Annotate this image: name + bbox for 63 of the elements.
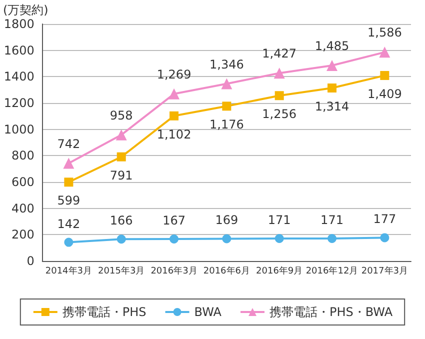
y-tick-label: 1200 bbox=[4, 96, 34, 110]
data-label: 1,269 bbox=[156, 67, 192, 82]
data-label: 171 bbox=[320, 212, 344, 227]
legend-label: 携帯電話・PHS・BWA bbox=[270, 305, 394, 319]
y-tick-label: 400 bbox=[11, 201, 34, 216]
point bbox=[274, 68, 285, 79]
data-label: 1,256 bbox=[262, 107, 297, 122]
data-label: 1,346 bbox=[210, 57, 244, 72]
point bbox=[222, 234, 232, 244]
data-label: 177 bbox=[373, 212, 396, 226]
point bbox=[274, 91, 284, 100]
point bbox=[64, 178, 74, 187]
point bbox=[116, 129, 127, 140]
point bbox=[170, 111, 179, 120]
data-label: 1,409 bbox=[367, 86, 402, 101]
point bbox=[379, 46, 390, 58]
x-tick-label: 2016年12月 bbox=[306, 266, 358, 276]
point bbox=[326, 60, 338, 71]
data-label: 166 bbox=[110, 214, 133, 228]
data-label: 167 bbox=[162, 214, 186, 228]
y-tick-label: 800 bbox=[11, 148, 34, 163]
point bbox=[170, 234, 179, 244]
y-tick-label: 0 bbox=[26, 254, 34, 268]
data-label: 1,314 bbox=[314, 99, 350, 114]
x-tick-label: 2014年3月 bbox=[45, 266, 92, 276]
x-tick-label: 2016年3月 bbox=[150, 266, 198, 276]
data-label: 958 bbox=[110, 108, 133, 122]
x-tick-label: 2015年3月 bbox=[98, 266, 145, 276]
point bbox=[64, 238, 74, 247]
data-label: 791 bbox=[110, 168, 133, 182]
y-tick-label: 1800 bbox=[4, 17, 34, 31]
point bbox=[274, 234, 284, 243]
data-label: 1,485 bbox=[314, 38, 350, 53]
point bbox=[328, 234, 337, 243]
point bbox=[380, 233, 390, 242]
data-label: 742 bbox=[57, 136, 80, 151]
data-label: 1,176 bbox=[210, 118, 244, 132]
point bbox=[328, 83, 337, 92]
y-tick-label: 1400 bbox=[4, 70, 34, 84]
point bbox=[116, 234, 126, 244]
data-label: 1,102 bbox=[156, 127, 192, 142]
x-tick-label: 2016年9月 bbox=[256, 266, 303, 276]
data-label: 169 bbox=[215, 213, 238, 228]
x-tick-label: 2016年6月 bbox=[203, 266, 250, 276]
point bbox=[380, 70, 390, 80]
data-label: 142 bbox=[57, 216, 80, 231]
point bbox=[63, 158, 74, 169]
data-label: 171 bbox=[268, 212, 291, 227]
y-tick-label: 1600 bbox=[4, 43, 34, 58]
data-label: 1,586 bbox=[367, 26, 402, 40]
y-axis-title: (万契約) bbox=[2, 3, 48, 17]
legend-label: BWA bbox=[194, 305, 222, 319]
data-label: 1,427 bbox=[262, 46, 297, 61]
point bbox=[221, 78, 232, 90]
x-tick-label: 2017年3月 bbox=[361, 266, 408, 276]
point bbox=[222, 102, 232, 111]
y-tick-label: 200 bbox=[11, 228, 34, 242]
point bbox=[116, 152, 126, 162]
data-label: 599 bbox=[57, 194, 80, 208]
point bbox=[168, 88, 180, 100]
legend-label: 携帯電話・PHS bbox=[62, 305, 146, 319]
y-tick-label: 600 bbox=[11, 175, 34, 189]
y-tick-label: 1000 bbox=[4, 122, 34, 136]
